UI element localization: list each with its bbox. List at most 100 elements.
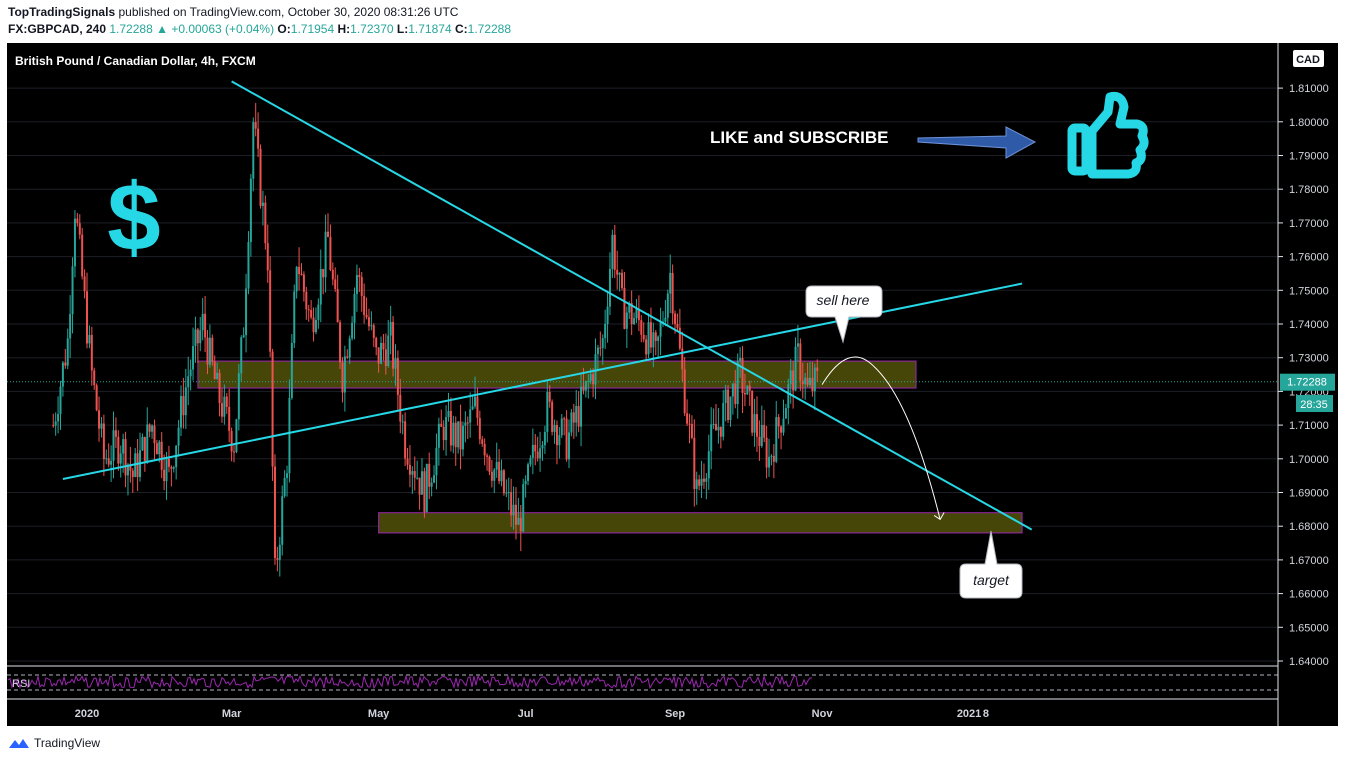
candle-body — [380, 342, 383, 364]
candle-body — [218, 372, 221, 404]
candle-body — [664, 317, 667, 322]
candle-body — [688, 423, 691, 425]
time-axis[interactable]: 2020 Mar May Jul Sep Nov 2021 8 — [75, 708, 989, 720]
candle-body — [324, 231, 327, 278]
candle-body — [486, 455, 489, 457]
candle-body — [237, 373, 240, 420]
candle-body — [710, 424, 713, 452]
candle-body — [117, 436, 120, 464]
tradingview-brand[interactable]: TradingView — [8, 736, 100, 750]
candle-body — [809, 377, 811, 385]
arrow-right-icon — [917, 126, 1037, 159]
candle-body — [151, 425, 154, 432]
candle-body — [283, 477, 286, 497]
symbol-info: FX:GBPCAD, 240 1.72288 ▲ +0.00063 (+0.04… — [8, 22, 511, 36]
candle-body — [423, 471, 426, 512]
candle-body — [269, 270, 272, 352]
candle-body — [201, 313, 204, 331]
candle-body — [690, 423, 693, 438]
candle-body — [560, 418, 563, 436]
like-subscribe-text: LIKE and SUBSCRIBE — [710, 128, 889, 147]
candle-body — [211, 337, 214, 362]
candle-body — [90, 334, 93, 371]
candle-body — [343, 356, 346, 393]
candle-body — [440, 423, 443, 427]
candle-body — [346, 356, 349, 358]
price-tick-label: 1.73000 — [1289, 353, 1329, 365]
candle-body — [114, 430, 117, 437]
candle-body — [394, 358, 397, 369]
candle-body — [146, 424, 149, 461]
candle-body — [233, 451, 236, 453]
candle-body — [572, 412, 575, 423]
grid — [7, 87, 1278, 662]
candle-body — [587, 380, 590, 382]
chart-title: British Pound / Canadian Dollar, 4h, FXC… — [15, 54, 256, 68]
candle-body — [478, 417, 481, 440]
candle-body — [240, 337, 243, 374]
candle-body — [715, 423, 718, 431]
candle-body — [220, 403, 223, 417]
candle-body — [768, 456, 771, 468]
author-name[interactable]: TopTradingSignals — [8, 5, 116, 19]
candle-body — [671, 272, 674, 314]
candle-body — [739, 358, 742, 361]
candle-body — [329, 236, 332, 270]
candle-body — [589, 374, 592, 381]
candle-body — [136, 453, 139, 477]
candle-body — [471, 406, 474, 410]
candle-body — [582, 386, 585, 391]
candle-body — [678, 327, 681, 349]
candle-body — [278, 544, 281, 560]
candle-body — [524, 480, 527, 485]
candle-body — [411, 471, 414, 475]
candle-body — [230, 430, 233, 452]
candle-body — [792, 370, 795, 391]
candle-body — [635, 308, 638, 319]
candle-body — [748, 385, 751, 391]
candle-body — [254, 122, 257, 129]
candle-body — [370, 325, 373, 327]
price-tick-label: 1.75000 — [1289, 285, 1329, 297]
candle-body — [131, 470, 134, 477]
candle-body — [182, 396, 185, 416]
candle-body — [474, 396, 477, 407]
candle-body — [64, 362, 67, 366]
candle-body — [76, 218, 79, 224]
price-tick-label: 1.69000 — [1289, 488, 1329, 500]
candle-body — [223, 396, 226, 417]
candle-body — [392, 322, 395, 369]
candle-body — [69, 314, 72, 339]
candle-body — [780, 426, 783, 433]
candle-body — [731, 383, 734, 397]
published-text: published on TradingView.com, October 30… — [118, 5, 459, 19]
candle-body — [804, 377, 807, 385]
candle-body — [555, 425, 558, 446]
candle-body — [179, 396, 182, 428]
candle-body — [88, 334, 91, 344]
candle-body — [404, 421, 407, 459]
currency-badge[interactable]: CAD — [1296, 54, 1320, 66]
target-label: target — [973, 572, 1010, 588]
low-value: 1.71874 — [408, 22, 452, 36]
candle-body — [565, 418, 568, 460]
candle-body — [517, 517, 520, 525]
candle-body — [541, 445, 544, 449]
candle-body — [753, 414, 756, 433]
candle-body — [510, 492, 513, 516]
candle-body — [290, 342, 293, 398]
candle-body — [107, 458, 110, 465]
rsi-line — [7, 674, 813, 690]
candle-body — [249, 178, 252, 242]
candle-body — [216, 372, 219, 380]
rsi-label: RSI — [12, 678, 30, 690]
candle-body — [110, 460, 113, 465]
candle-body — [93, 370, 96, 386]
candle-body — [505, 492, 508, 494]
candle-body — [372, 325, 375, 338]
candle-body — [746, 385, 749, 395]
candle-body — [741, 358, 744, 393]
candle-body — [799, 343, 802, 381]
candle-body — [435, 447, 438, 476]
